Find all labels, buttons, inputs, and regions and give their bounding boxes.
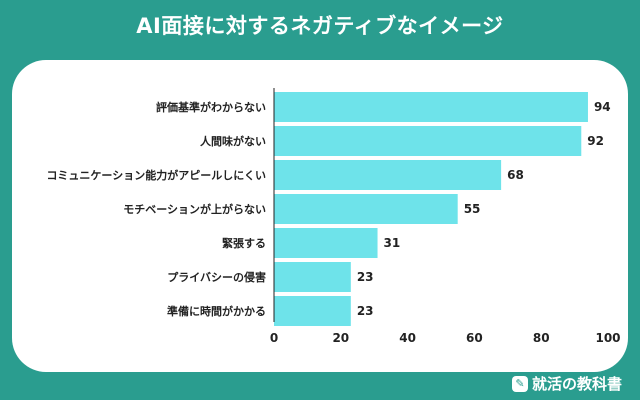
- bar: [274, 296, 351, 326]
- data-label: 31: [384, 236, 401, 250]
- x-tick-label: 20: [332, 331, 349, 345]
- category-label: 緊張する: [222, 237, 266, 250]
- bar: [274, 160, 502, 190]
- bar: [274, 262, 351, 292]
- x-tick-label: 60: [466, 331, 483, 345]
- category-label: プライバシーの侵害: [167, 270, 266, 284]
- data-label: 68: [507, 168, 524, 182]
- category-label: 人間味がない: [200, 134, 266, 148]
- x-tick-label: 80: [533, 331, 550, 345]
- x-tick-label: 40: [399, 331, 416, 345]
- bar: [274, 228, 378, 258]
- brand-name: 就活の教科書: [531, 375, 622, 393]
- data-label: 55: [464, 202, 481, 216]
- bar: [274, 126, 582, 156]
- category-label: 準備に時間がかかる: [167, 304, 266, 318]
- data-label: 23: [357, 270, 374, 284]
- data-label: 94: [594, 100, 611, 114]
- chart-title: AI面接に対するネガティブなイメージ: [136, 14, 504, 38]
- bar: [274, 194, 458, 224]
- data-label: 92: [587, 134, 604, 148]
- bar: [274, 92, 588, 122]
- book-pen-icon: ✎: [511, 375, 528, 392]
- bar-chart: 評価基準がわからない 94 人間味がない 92 コミュニケーション能力がアピールしにくい…: [46, 88, 621, 345]
- category-label: 評価基準がわからない: [156, 100, 266, 114]
- brand-logo: ✎ 就活の教科書: [511, 373, 622, 394]
- chart-card: 評価基準がわからない 94 人間味がない 92 コミュニケーション能力がアピールしにくい…: [12, 60, 628, 372]
- x-tick-label: 0: [270, 331, 278, 345]
- x-tick-label: 100: [595, 331, 620, 345]
- category-label: コミュニケーション能力がアピールしにくい: [46, 168, 266, 182]
- data-label: 23: [357, 304, 374, 318]
- category-label: モチベーションが上がらない: [123, 202, 266, 216]
